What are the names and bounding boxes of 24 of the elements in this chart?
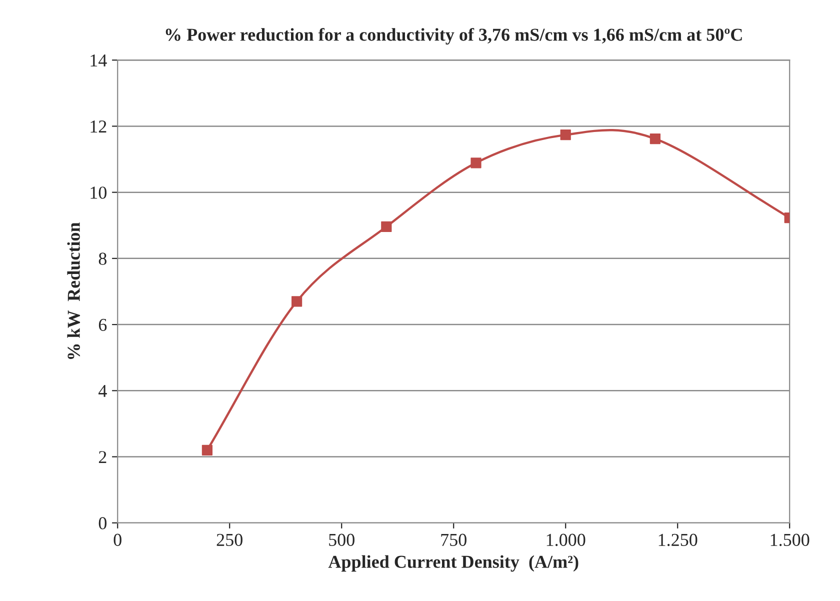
y-tick-label: 10	[90, 186, 106, 199]
y-tick-label: 0	[98, 517, 106, 530]
x-tick-label: 500	[329, 534, 354, 546]
x-tick-label: 750	[441, 534, 466, 546]
chart-title: % Power reduction for a conductivity of 3,76 mS/cm vs 1,66 mS/cm at 50ºC	[166, 28, 742, 45]
point	[202, 444, 213, 456]
y-tick-label: 2	[98, 451, 106, 464]
x-tick-label: 1.500	[770, 534, 810, 546]
y-tick-label: 8	[98, 252, 106, 265]
y-tick-label: 12	[90, 120, 106, 132]
y-axis-title: % kW Reduction	[67, 222, 80, 359]
y-tick-label: 14	[90, 54, 107, 66]
point	[470, 158, 482, 168]
point	[291, 296, 302, 307]
x-tick-label: 1.000	[546, 534, 586, 546]
x-tick-label: 1.250	[658, 534, 698, 546]
x-axis-title: Applied Current Density (A/m²)	[328, 555, 578, 572]
y-tick-label: 4	[98, 385, 107, 397]
x-tick-label: 250	[216, 534, 242, 546]
x-tick-label: 0	[114, 534, 122, 546]
y-tick-label: 6	[98, 318, 107, 331]
point	[560, 130, 571, 140]
point	[650, 133, 661, 144]
point	[381, 221, 392, 232]
